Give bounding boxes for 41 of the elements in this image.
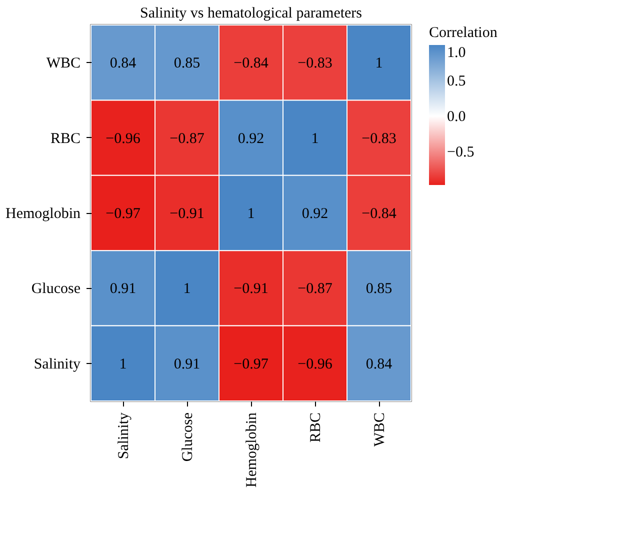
data-label: −0.97 — [106, 206, 141, 222]
data-label: 1 — [119, 356, 127, 372]
data-label: −0.97 — [234, 356, 269, 372]
data-label: 0.85 — [174, 56, 200, 72]
y-tick-label: RBC — [50, 130, 80, 147]
data-label: 0.85 — [366, 281, 392, 298]
color-bar-label: 0.0 — [447, 109, 466, 126]
data-label: 0.92 — [302, 206, 328, 222]
data-label: −0.91 — [170, 206, 204, 222]
y-tick-label: Salinity — [34, 356, 81, 372]
y-tick-label: Glucose — [31, 281, 81, 298]
data-label: 0.91 — [174, 356, 200, 372]
data-label: 1 — [183, 281, 191, 298]
chart-title: Salinity vs hematological parameters — [140, 6, 362, 22]
x-tick-label: Glucose — [180, 412, 196, 462]
data-label: 0.92 — [238, 130, 264, 147]
data-label: −0.83 — [298, 56, 332, 72]
color-bar-label: 0.5 — [447, 74, 466, 90]
y-tick-label: WBC — [46, 56, 80, 72]
data-label: 1 — [311, 130, 319, 147]
data-label: −0.84 — [362, 206, 397, 222]
x-tick-label: WBC — [372, 412, 388, 447]
data-label: 1 — [247, 206, 255, 222]
data-label: 0.84 — [366, 356, 393, 372]
data-label: 0.84 — [110, 56, 137, 72]
data-label: −0.87 — [170, 130, 205, 147]
data-label: 0.91 — [110, 281, 136, 298]
color-bar-label: 1.0 — [447, 45, 466, 61]
data-label: −0.87 — [298, 281, 333, 298]
data-label: −0.83 — [362, 130, 396, 147]
data-label: −0.96 — [106, 130, 141, 147]
x-tick-label: Hemoglobin — [244, 412, 260, 488]
y-tick-label: Hemoglobin — [6, 206, 81, 222]
data-label: −0.84 — [234, 56, 269, 72]
x-tick-label: Salinity — [116, 412, 132, 460]
data-label: 1 — [375, 56, 383, 72]
data-label: −0.91 — [234, 281, 268, 298]
legend-title: Correlation — [429, 25, 498, 41]
data-label: −0.96 — [298, 356, 333, 372]
x-tick-label: RBC — [308, 412, 324, 443]
color-bar-label: −0.5 — [447, 144, 474, 161]
